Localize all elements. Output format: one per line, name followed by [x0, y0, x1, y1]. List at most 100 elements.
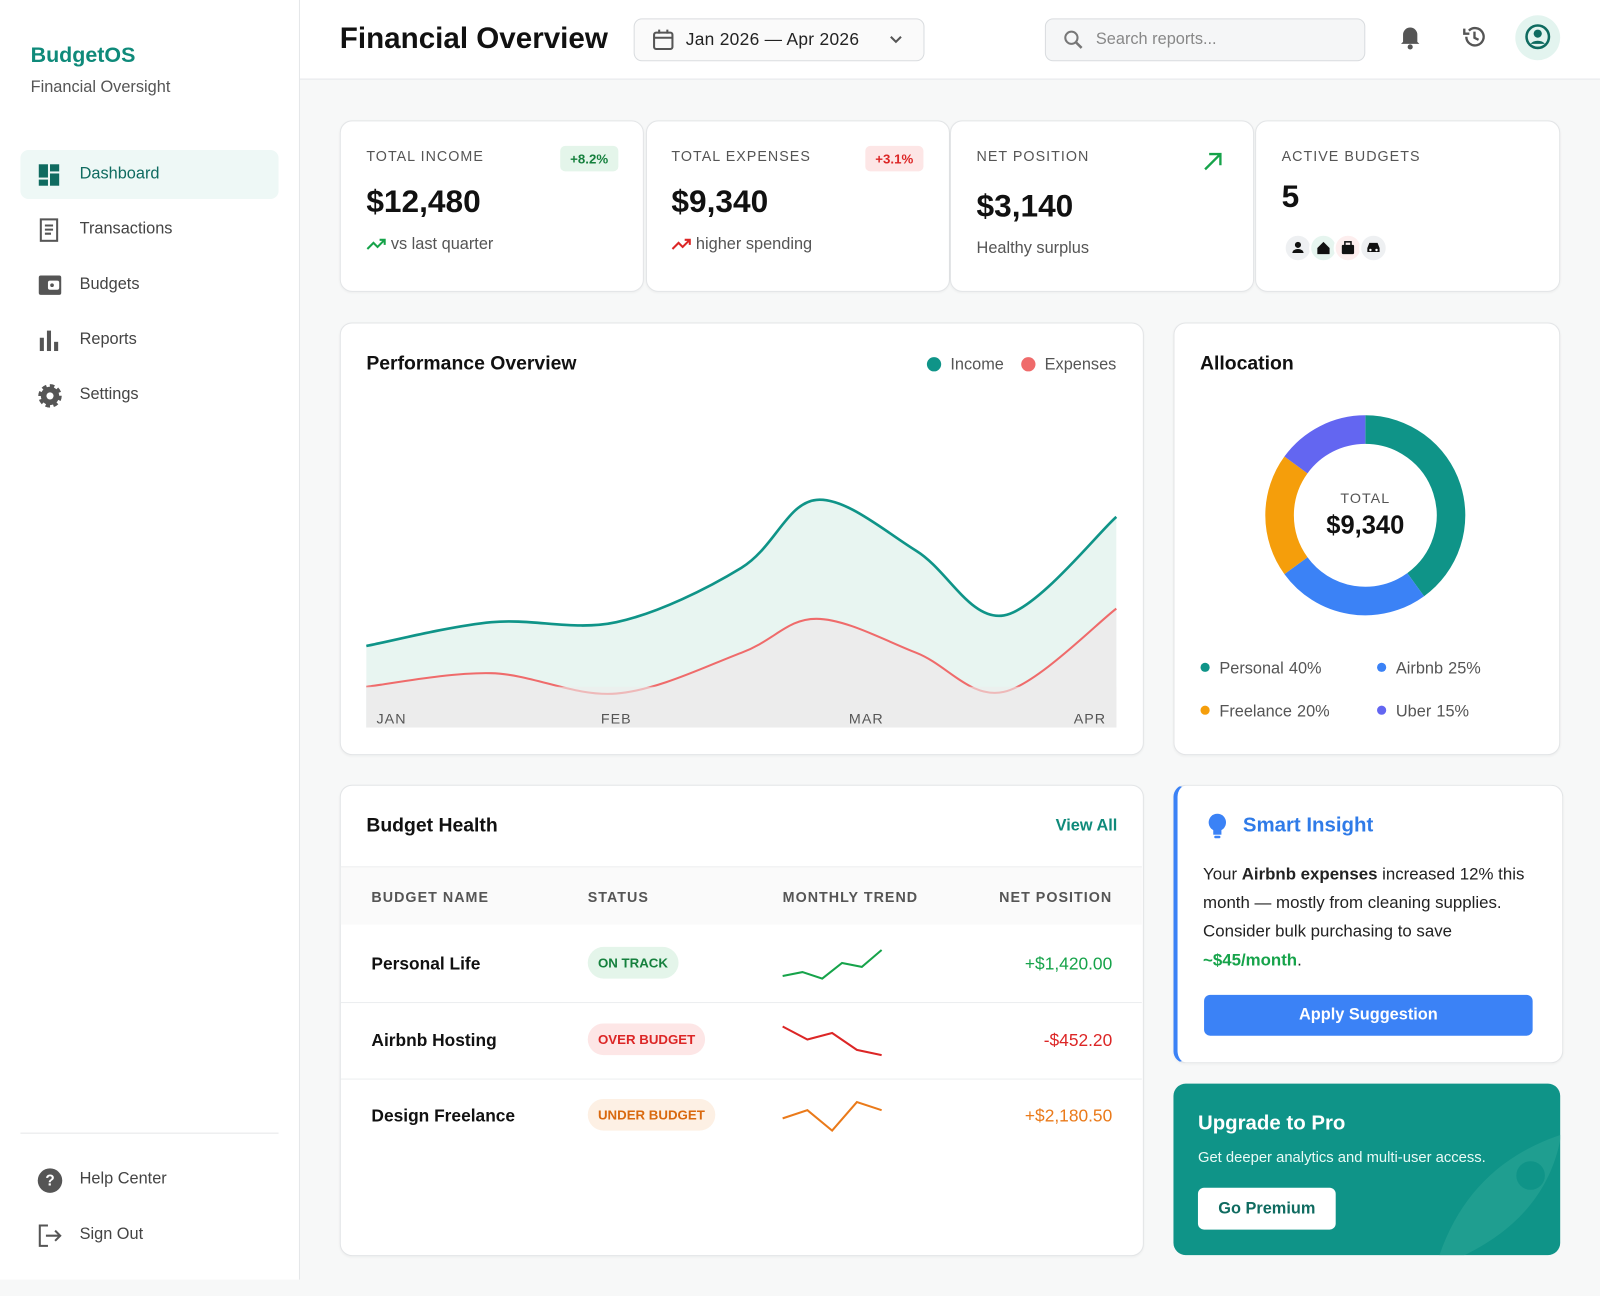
donut-segment	[1265, 456, 1308, 575]
sparkline	[782, 1100, 882, 1133]
nav-item[interactable]: Sign Out	[79, 1225, 144, 1243]
kpi-value: $9,340	[671, 183, 769, 220]
legend-category: Uber	[1396, 702, 1432, 720]
kpi-note: Healthy surplus	[976, 239, 1090, 258]
net-position: -$452.20	[1043, 1030, 1113, 1050]
allocation-card	[1173, 322, 1561, 756]
avatar[interactable]	[1514, 14, 1561, 61]
legend-label: Personal 40%	[1219, 659, 1321, 677]
column-header: MONTHLY TREND	[782, 888, 919, 906]
kpi-label: NET POSITION	[976, 147, 1090, 165]
net-position: +$2,180.50	[1024, 1106, 1113, 1126]
legend-swatch	[926, 357, 942, 372]
svg-text:?: ?	[45, 1173, 54, 1190]
legend-category: Personal	[1219, 659, 1283, 677]
kpi-value: $12,480	[366, 183, 481, 220]
nav-active-bg	[20, 149, 279, 199]
donut-segment	[1284, 556, 1425, 616]
legend-label: Expenses	[1045, 355, 1117, 373]
icon-transactions	[39, 218, 59, 242]
table-header	[340, 866, 1142, 925]
axis-band	[366, 686, 1117, 728]
nav-item[interactable]: Budgets	[79, 275, 140, 293]
allocation-chart: TOTAL $9,340 Personal 40% Airbnb 25% Freelance…	[1200, 415, 1481, 720]
icon-bell[interactable]	[1397, 23, 1424, 50]
apply-button[interactable]: Apply Suggestion	[1204, 994, 1533, 1036]
status-pill: ON TRACK	[587, 946, 679, 979]
legend-category: Airbnb	[1396, 659, 1443, 677]
icon-settings	[38, 384, 62, 408]
sidebar	[0, 0, 300, 1280]
legend-label: Freelance 20%	[1219, 702, 1329, 720]
tagline: Financial Oversight	[30, 78, 171, 96]
upgrade-title: Upgrade to Pro	[1197, 1112, 1346, 1135]
legend-value: 25%	[1448, 659, 1481, 677]
legend-swatch	[1377, 662, 1387, 672]
kpi-card	[949, 120, 1255, 292]
budget-name: Airbnb Hosting	[371, 1030, 497, 1050]
insight-text: Your Airbnb expenses increased 12% this …	[1203, 860, 1535, 974]
chart-title: Allocation	[1199, 353, 1294, 375]
section-title: Budget Health	[366, 815, 498, 837]
chart-title: Performance Overview	[366, 353, 577, 375]
icon-bulb	[1208, 813, 1227, 839]
date-range: Jan 2026 — Apr 2026	[685, 29, 860, 49]
nav-item[interactable]: Help Center	[79, 1170, 167, 1188]
legend-value: 20%	[1297, 702, 1330, 720]
kpi-badge: +8.2%	[559, 145, 619, 172]
text: .	[1297, 951, 1302, 970]
kpi-label: TOTAL INCOME	[366, 147, 484, 165]
kpi-card	[1255, 120, 1561, 292]
column-header: BUDGET NAME	[371, 888, 490, 906]
icon-budgets	[38, 275, 62, 295]
legend-value: 15%	[1436, 702, 1469, 720]
sparkline-path	[782, 949, 883, 980]
kpi-value: $3,140	[976, 187, 1074, 224]
center-label: TOTAL	[1340, 491, 1390, 507]
text: Your	[1203, 865, 1242, 884]
row-divider	[340, 1002, 1142, 1004]
sparkline	[782, 949, 883, 980]
performance-chart: Expenses Income JAN FEB MAR APR	[366, 355, 1118, 728]
search-box[interactable]	[1044, 18, 1366, 62]
kpi-note: higher spending	[695, 235, 813, 254]
view-all-link[interactable]: View All	[1055, 817, 1118, 835]
emphasis: Airbnb expenses	[1241, 865, 1378, 884]
donut-segment	[1284, 415, 1366, 474]
nav-item[interactable]: Dashboard	[79, 165, 160, 183]
legend-swatch	[1200, 705, 1210, 715]
budget-icons	[1283, 233, 1388, 263]
budget-health-card	[339, 784, 1144, 1257]
icon-reports	[39, 330, 59, 352]
legend-swatch	[1200, 662, 1210, 672]
status-pill: UNDER BUDGET	[587, 1098, 716, 1131]
icon-help: ?	[37, 1168, 63, 1193]
divider	[20, 1132, 279, 1134]
status-pill: OVER BUDGET	[587, 1023, 706, 1056]
column-header: STATUS	[587, 888, 649, 906]
brand: BudgetOS	[30, 43, 136, 68]
nav-item[interactable]: Transactions	[79, 220, 173, 238]
legend-label: Income	[950, 355, 1004, 373]
sparkline-path	[782, 1025, 882, 1057]
x-tick-label: FEB	[601, 711, 632, 727]
line	[366, 498, 1118, 648]
budget-name: Personal Life	[371, 954, 481, 974]
x-tick-label: MAR	[849, 711, 884, 727]
kpi-label: ACTIVE BUDGETS	[1281, 147, 1421, 165]
date-picker[interactable]	[633, 18, 925, 62]
budget-name: Design Freelance	[371, 1106, 516, 1126]
net-position: +$1,420.00	[1024, 954, 1113, 974]
icon-dashboard	[38, 164, 60, 186]
icon-history[interactable]	[1461, 23, 1488, 50]
nav-item[interactable]: Reports	[79, 330, 137, 348]
nav-item[interactable]: Settings	[79, 385, 139, 404]
legend-swatch	[1377, 705, 1387, 715]
icon-trend-up	[366, 238, 386, 250]
center-value: $9,340	[1326, 512, 1404, 540]
premium-button[interactable]: Go Premium	[1197, 1187, 1336, 1230]
icon-chevron	[890, 36, 902, 44]
icon-search	[1064, 30, 1083, 49]
legend-swatch	[1021, 357, 1036, 372]
